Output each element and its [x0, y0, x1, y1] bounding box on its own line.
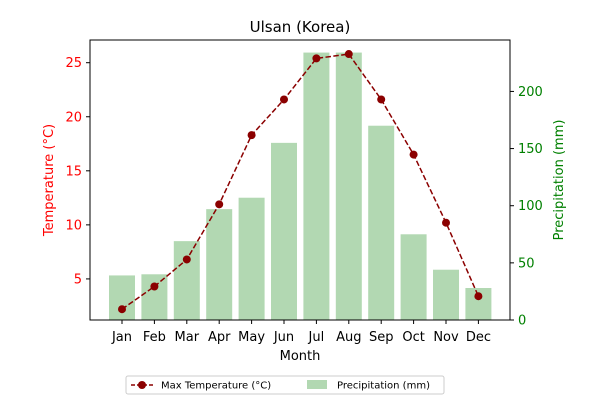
right-tick-label-0: 0 [518, 314, 526, 329]
right-tick-label-100: 100 [518, 199, 543, 214]
temperature-point-nov [442, 218, 450, 227]
legend-bar-swatch [307, 380, 327, 389]
bar-aug [335, 52, 362, 320]
temperature-point-jan [118, 305, 126, 314]
x-tick-label-mar: Mar [175, 330, 200, 345]
x-tick-label-dec: Dec [466, 330, 491, 345]
left-tick-label-15: 15 [65, 164, 82, 179]
bar-apr [206, 209, 233, 320]
temperature-line-path [121, 53, 480, 310]
temperature-point-oct [409, 150, 418, 159]
x-tick-label-oct: Oct [402, 330, 424, 345]
left-axis: 5 10 15 20 25 [65, 56, 90, 287]
temperature-point-dec [474, 292, 483, 301]
right-tick-label-50: 50 [518, 256, 535, 271]
bar-oct [400, 234, 427, 320]
x-tick-label-nov: Nov [433, 330, 459, 345]
left-tick-label-25: 25 [65, 56, 82, 71]
x-axis-title: Month [280, 349, 321, 364]
x-tick-label-aug: Aug [336, 330, 361, 345]
left-tick-label-5: 5 [74, 272, 82, 287]
bar-may [238, 197, 265, 320]
bar-feb [141, 274, 168, 320]
bar-mar [173, 241, 200, 320]
x-tick-label-apr: Apr [208, 330, 231, 345]
temperature-point-may [247, 131, 256, 140]
legend-frame [125, 375, 445, 395]
legend-line-marker [138, 381, 146, 389]
temperature-point-jul [312, 54, 321, 63]
temperature-point-jun [280, 95, 288, 104]
precipitation-bars [109, 52, 492, 320]
temperature-point-feb [150, 282, 159, 291]
x-tick-label-feb: Feb [143, 330, 166, 345]
bar-nov [433, 269, 459, 320]
right-tick-label-150: 150 [518, 142, 543, 157]
left-axis-title: Temperature (°C) [42, 124, 57, 237]
x-tick-label-sep: Sep [369, 330, 394, 345]
chart-title: Ulsan (Korea) [250, 18, 351, 36]
bar-jun [271, 142, 297, 320]
legend-label-temperature: Max Temperature (°C) [161, 381, 271, 392]
legend: Max Temperature (°C) Precipitation (mm) [125, 375, 445, 395]
right-axis: 0 50 100 150 200 [510, 85, 543, 329]
x-tick-label-jun: Jun [273, 330, 294, 345]
bar-sep [368, 125, 395, 320]
x-tick-label-jul: Jul [308, 330, 325, 345]
temperature-line [118, 50, 483, 314]
left-tick-label-20: 20 [65, 110, 82, 125]
bar-jul [303, 52, 330, 320]
x-tick-label-jan: Jan [111, 330, 132, 345]
x-axis: Jan Feb Mar Apr May Jun Jul Aug Sep Oct Nov Dec [111, 320, 491, 345]
temperature-point-apr [215, 200, 224, 209]
bar-jan [109, 275, 135, 320]
right-tick-label-200: 200 [518, 85, 543, 100]
plot-frame [89, 39, 511, 321]
right-axis-title: Precipitation (mm) [552, 120, 567, 241]
left-tick-label-10: 10 [65, 218, 82, 233]
temperature-point-sep [377, 95, 386, 104]
temperature-point-aug [344, 50, 353, 59]
temperature-point-mar [182, 255, 191, 264]
legend-label-precipitation: Precipitation (mm) [337, 381, 430, 392]
x-tick-label-may: May [238, 330, 265, 345]
